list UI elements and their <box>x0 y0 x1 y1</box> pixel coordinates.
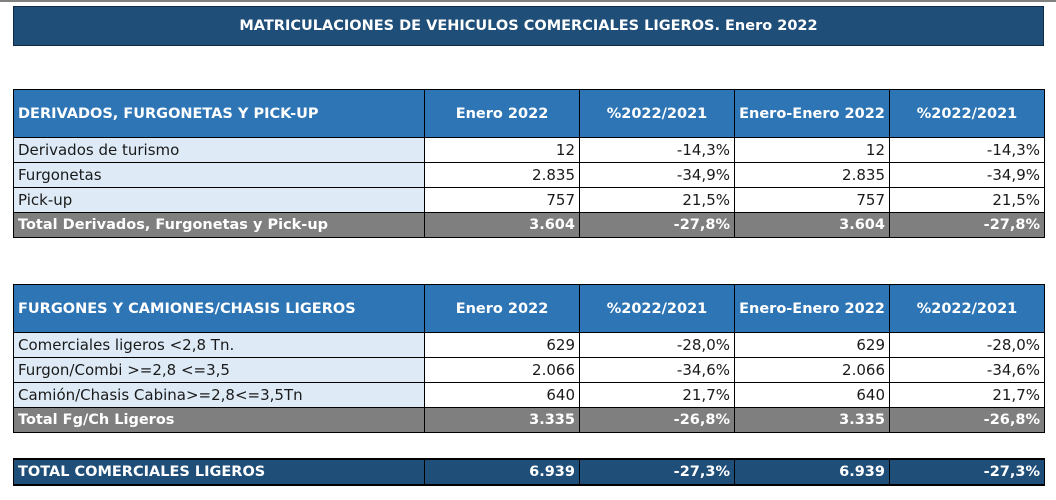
total-value: -26,8% <box>579 407 735 433</box>
grand-total-value: 6.939 <box>734 458 890 486</box>
grand-total-value: -27,3% <box>889 458 1045 486</box>
section-header: FURGONES Y CAMIONES/CHASIS LIGEROS <box>13 284 425 333</box>
total-value: -27,8% <box>579 212 735 238</box>
table-header-row: DERIVADOS, FURGONETAS Y PICK-UP Enero 20… <box>13 89 1045 138</box>
row-label: Camión/Chasis Cabina>=2,8<=3,5Tn <box>13 382 425 408</box>
row-label: Pick-up <box>13 187 425 213</box>
grand-total-label: TOTAL COMERCIALES LIGEROS <box>13 458 425 486</box>
cell-value: 12 <box>424 137 580 163</box>
cell-value: -28,0% <box>889 332 1045 358</box>
cell-value: 2.066 <box>734 357 890 383</box>
column-header: %2022/2021 <box>889 89 1045 138</box>
total-value: -26,8% <box>889 407 1045 433</box>
column-header: Enero-Enero 2022 <box>734 89 890 138</box>
cell-value: 757 <box>424 187 580 213</box>
total-value: 3.335 <box>734 407 890 433</box>
total-value: 3.335 <box>424 407 580 433</box>
cell-value: 21,7% <box>889 382 1045 408</box>
cell-value: -14,3% <box>579 137 735 163</box>
total-label: Total Derivados, Furgonetas y Pick-up <box>13 212 425 238</box>
cell-value: 21,5% <box>579 187 735 213</box>
table-row: Furgonetas 2.835 -34,9% 2.835 -34,9% <box>13 162 1045 188</box>
grand-total-row: TOTAL COMERCIALES LIGEROS 6.939 -27,3% 6… <box>13 458 1045 486</box>
table-row: Camión/Chasis Cabina>=2,8<=3,5Tn 640 21,… <box>13 382 1045 408</box>
cell-value: 2.066 <box>424 357 580 383</box>
cell-value: 757 <box>734 187 890 213</box>
total-label: Total Fg/Ch Ligeros <box>13 407 425 433</box>
total-value: 3.604 <box>734 212 890 238</box>
row-label: Furgon/Combi >=2,8 <=3,5 <box>13 357 425 383</box>
cell-value: -34,6% <box>889 357 1045 383</box>
total-row: Total Fg/Ch Ligeros 3.335 -26,8% 3.335 -… <box>13 407 1045 433</box>
grand-total-table: TOTAL COMERCIALES LIGEROS 6.939 -27,3% 6… <box>13 458 1045 486</box>
cell-value: -34,9% <box>889 162 1045 188</box>
table-row: Derivados de turismo 12 -14,3% 12 -14,3% <box>13 137 1045 163</box>
cell-value: 629 <box>734 332 890 358</box>
cell-value: 629 <box>424 332 580 358</box>
cell-value: 640 <box>424 382 580 408</box>
cell-value: -34,9% <box>579 162 735 188</box>
row-label: Furgonetas <box>13 162 425 188</box>
top-border-line <box>0 0 1056 2</box>
column-header: %2022/2021 <box>579 89 735 138</box>
column-header: Enero 2022 <box>424 89 580 138</box>
column-header: Enero 2022 <box>424 284 580 333</box>
grand-total-value: -27,3% <box>579 458 735 486</box>
cell-value: 2.835 <box>424 162 580 188</box>
cell-value: 640 <box>734 382 890 408</box>
table-row: Comerciales ligeros <2,8 Tn. 629 -28,0% … <box>13 332 1045 358</box>
table-row: Furgon/Combi >=2,8 <=3,5 2.066 -34,6% 2.… <box>13 357 1045 383</box>
grand-total-value: 6.939 <box>424 458 580 486</box>
total-value: -27,8% <box>889 212 1045 238</box>
cell-value: 2.835 <box>734 162 890 188</box>
cell-value: -28,0% <box>579 332 735 358</box>
column-header: %2022/2021 <box>889 284 1045 333</box>
furgones-table: FURGONES Y CAMIONES/CHASIS LIGEROS Enero… <box>13 284 1045 433</box>
cell-value: -34,6% <box>579 357 735 383</box>
row-label: Derivados de turismo <box>13 137 425 163</box>
column-header: %2022/2021 <box>579 284 735 333</box>
total-value: 3.604 <box>424 212 580 238</box>
table-row: Pick-up 757 21,5% 757 21,5% <box>13 187 1045 213</box>
report-title: MATRICULACIONES DE VEHICULOS COMERCIALES… <box>13 6 1044 46</box>
cell-value: 12 <box>734 137 890 163</box>
table-header-row: FURGONES Y CAMIONES/CHASIS LIGEROS Enero… <box>13 284 1045 333</box>
section-header: DERIVADOS, FURGONETAS Y PICK-UP <box>13 89 425 138</box>
column-header: Enero-Enero 2022 <box>734 284 890 333</box>
row-label: Comerciales ligeros <2,8 Tn. <box>13 332 425 358</box>
cell-value: -14,3% <box>889 137 1045 163</box>
total-row: Total Derivados, Furgonetas y Pick-up 3.… <box>13 212 1045 238</box>
cell-value: 21,5% <box>889 187 1045 213</box>
cell-value: 21,7% <box>579 382 735 408</box>
derivados-table: DERIVADOS, FURGONETAS Y PICK-UP Enero 20… <box>13 89 1045 238</box>
